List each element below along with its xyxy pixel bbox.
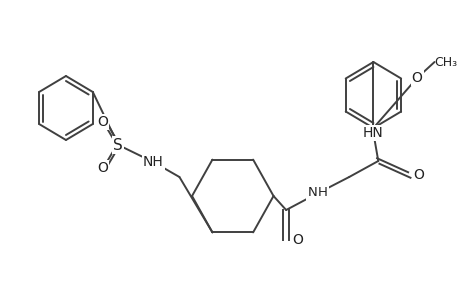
Text: S: S (113, 137, 123, 152)
Text: O: O (291, 233, 302, 247)
Text: CH₃: CH₃ (434, 56, 457, 68)
Text: O: O (97, 161, 108, 175)
Text: O: O (412, 168, 423, 182)
Text: HN: HN (362, 126, 383, 140)
Text: N: N (307, 187, 317, 200)
Text: O: O (411, 71, 422, 85)
Text: O: O (97, 115, 108, 129)
Text: H: H (317, 187, 327, 200)
Text: H: H (312, 186, 323, 200)
Text: NH: NH (143, 155, 163, 169)
